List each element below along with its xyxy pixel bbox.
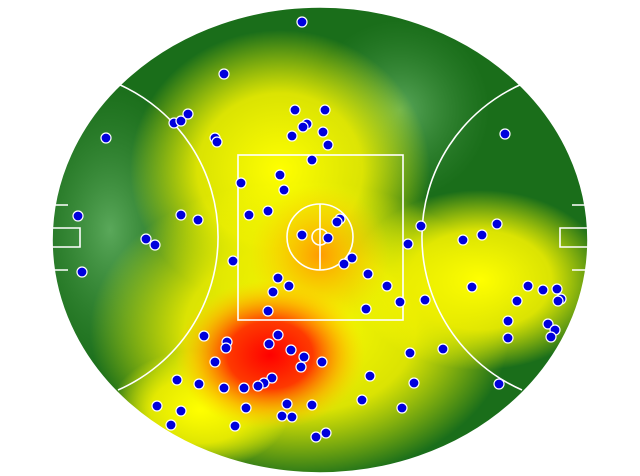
point	[286, 130, 298, 142]
point	[346, 252, 358, 264]
point	[322, 232, 334, 244]
point	[306, 399, 318, 411]
point	[267, 286, 279, 298]
point	[175, 405, 187, 417]
point	[274, 169, 286, 181]
point	[402, 238, 414, 250]
point	[151, 400, 163, 412]
point	[396, 402, 408, 414]
field-lines	[51, 6, 589, 474]
point	[502, 315, 514, 327]
point	[272, 329, 284, 341]
point	[362, 268, 374, 280]
point	[322, 139, 334, 151]
point	[193, 378, 205, 390]
point	[149, 239, 161, 251]
point	[419, 294, 431, 306]
point	[316, 356, 328, 368]
point	[211, 136, 223, 148]
point	[235, 177, 247, 189]
point	[175, 115, 187, 127]
point	[502, 332, 514, 344]
point	[310, 431, 322, 443]
point	[537, 284, 549, 296]
point	[466, 281, 478, 293]
point	[218, 382, 230, 394]
point	[100, 132, 112, 144]
point	[476, 229, 488, 241]
point	[229, 420, 241, 432]
point	[252, 380, 264, 392]
point	[281, 398, 293, 410]
point	[76, 266, 88, 278]
point	[238, 382, 250, 394]
point	[272, 272, 284, 284]
point	[295, 361, 307, 373]
point	[493, 378, 505, 390]
point	[381, 280, 393, 292]
point	[165, 419, 177, 431]
point	[491, 218, 503, 230]
point	[364, 370, 376, 382]
point	[227, 255, 239, 267]
point	[415, 220, 427, 232]
point	[283, 280, 295, 292]
point	[262, 305, 274, 317]
point	[394, 296, 406, 308]
point	[306, 154, 318, 166]
point	[296, 16, 308, 28]
point	[320, 427, 332, 439]
point	[522, 280, 534, 292]
point	[240, 402, 252, 414]
point	[198, 330, 210, 342]
point	[317, 126, 329, 138]
point	[266, 372, 278, 384]
point	[331, 216, 343, 228]
point	[511, 295, 523, 307]
point	[262, 205, 274, 217]
point	[175, 209, 187, 221]
point	[404, 347, 416, 359]
point	[338, 258, 350, 270]
point	[542, 318, 554, 330]
point	[319, 104, 331, 116]
point	[296, 229, 308, 241]
point	[356, 394, 368, 406]
point	[499, 128, 511, 140]
point	[552, 295, 564, 307]
point	[457, 234, 469, 246]
point	[192, 214, 204, 226]
point	[297, 121, 309, 133]
point	[263, 338, 275, 350]
point	[171, 374, 183, 386]
point	[182, 108, 194, 120]
point	[278, 184, 290, 196]
point	[360, 303, 372, 315]
point	[276, 410, 288, 422]
point	[298, 351, 310, 363]
point	[72, 210, 84, 222]
point	[218, 68, 230, 80]
point	[243, 209, 255, 221]
point	[551, 283, 563, 295]
point	[437, 343, 449, 355]
point	[220, 342, 232, 354]
point	[289, 104, 301, 116]
point	[545, 331, 557, 343]
point	[408, 377, 420, 389]
point	[285, 344, 297, 356]
point	[286, 411, 298, 423]
point	[209, 356, 221, 368]
point	[140, 233, 152, 245]
